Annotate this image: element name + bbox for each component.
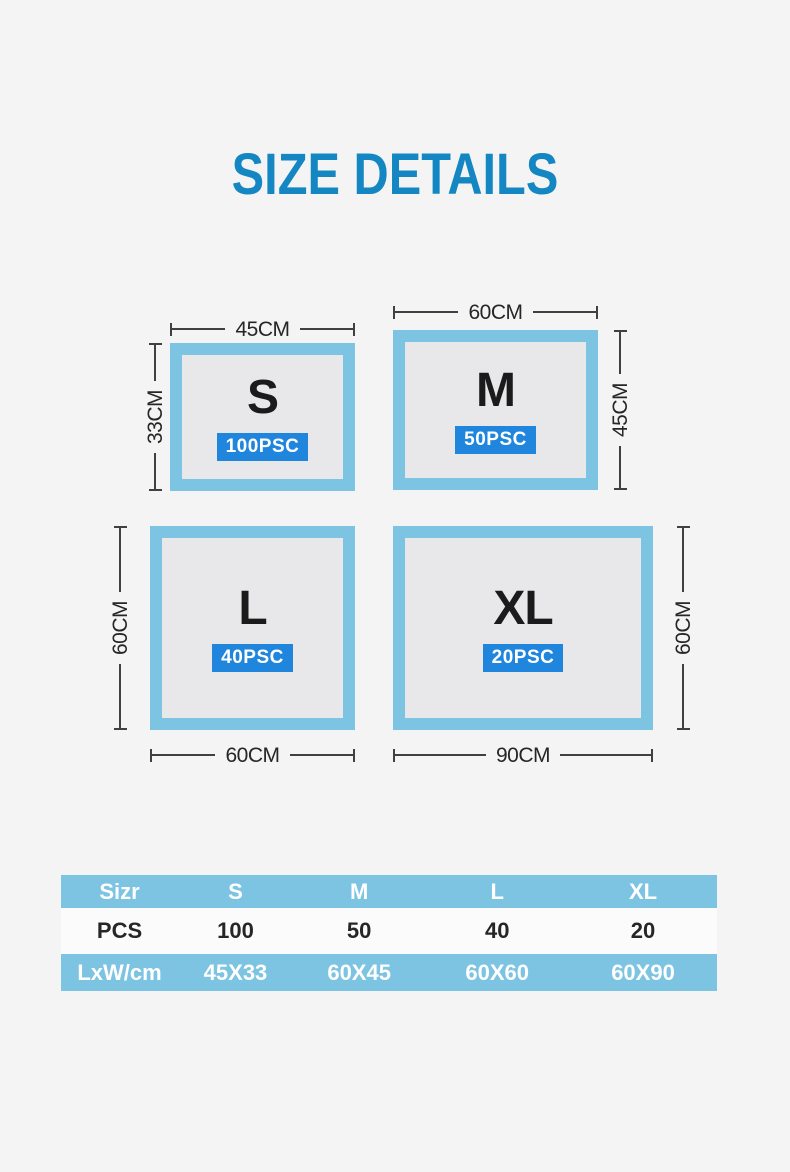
dim-line [119,528,121,592]
table-row-pcs: PCS 100 50 40 20 [61,908,717,954]
size-panel-m: M 50PSC [393,330,598,490]
size-letter-s: S [246,370,279,424]
dim-width-m: 60CM [393,300,598,324]
dim-width-m-label: 60CM [468,300,523,324]
table-header-m: M [349,878,369,904]
dim-line [154,345,156,381]
dim-height-xl-label: 60CM [671,600,695,656]
row-label-lxw: LxW/cm [77,959,162,985]
dim-line [154,453,156,489]
size-letter-m: M [476,363,516,417]
size-panel-l: L 40PSC [150,526,355,730]
dim-width-s-label: 45CM [235,317,290,341]
pcs-value-xl: 20 [630,918,656,943]
row-label-pcs: PCS [96,918,143,943]
dim-height-s-label: 33CM [143,389,167,445]
dim-tick [170,322,172,336]
size-letter-xl: XL [493,581,553,635]
dim-line [619,446,621,488]
dim-width-l: 60CM [150,743,355,767]
dim-height-l: 60CM [108,526,132,730]
dim-height-m-label: 45CM [608,382,632,438]
dim-tick [676,728,690,730]
dim-tick [393,305,395,319]
size-letter-l: L [238,581,267,635]
pcs-value-l: 40 [484,918,510,943]
size-summary-table: Sizr S M L XL PCS 100 50 40 20 LxW/cm 45… [61,875,717,991]
page-title: SIZE DETAILS [231,142,559,207]
dim-height-l-label: 60CM [108,600,132,656]
dim-tick [613,330,627,332]
dim-tick [651,748,653,762]
table-header-row: Sizr S M L XL [61,875,717,908]
dim-line [289,754,353,756]
dim-tick [613,488,627,490]
dim-width-xl-label: 90CM [495,743,551,767]
table-header-size: Sizr [99,878,140,904]
dim-line [395,311,459,313]
piece-count-badge-l: 40PSC [212,643,293,672]
dim-line [119,664,121,728]
dim-tick [393,748,395,762]
dim-tick [353,748,355,762]
dim-width-s: 45CM [170,317,355,341]
lxw-value-m: 60X45 [327,959,391,985]
size-panel-xl: XL 20PSC [393,526,653,730]
dim-line [682,528,684,592]
dim-line [560,754,651,756]
dim-tick [148,343,162,345]
lxw-value-xl: 60X90 [611,959,675,985]
piece-count-badge-xl: 20PSC [482,643,564,672]
lxw-value-s: 45X33 [203,959,268,985]
pcs-value-s: 100 [217,918,254,943]
table-header-xl: XL [628,878,658,904]
table-header-s: S [228,878,243,904]
dim-tick [113,728,127,730]
dim-tick [113,526,127,528]
dim-height-m: 45CM [608,330,632,490]
dim-tick [353,322,355,336]
dim-tick [148,489,162,491]
dim-width-xl: 90CM [393,743,653,767]
dim-tick [596,305,598,319]
dim-tick [676,526,690,528]
dim-line [532,311,596,313]
dim-line [172,328,226,330]
dim-height-s: 33CM [143,343,167,491]
dim-line [395,754,486,756]
dim-line [299,328,353,330]
piece-count-badge-m: 50PSC [455,425,536,454]
dim-width-l-label: 60CM [225,743,280,767]
dim-tick [150,748,152,762]
dim-line [152,754,216,756]
dim-height-xl: 60CM [671,526,695,730]
table-row-lxw: LxW/cm 45X33 60X45 60X60 60X90 [61,954,717,991]
piece-count-badge-s: 100PSC [216,432,309,461]
dim-line [619,332,621,374]
table-header-l: L [490,878,504,904]
pcs-value-m: 50 [346,918,372,943]
size-panel-s: S 100PSC [170,343,355,491]
lxw-value-l: 60X60 [465,959,530,985]
dim-line [682,664,684,728]
